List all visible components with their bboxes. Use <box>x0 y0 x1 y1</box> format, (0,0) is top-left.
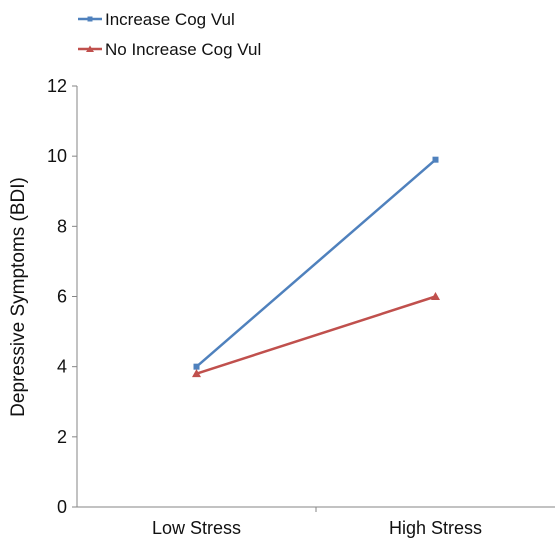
x-tick-label: High Stress <box>389 518 482 538</box>
y-tick-label: 10 <box>47 146 67 166</box>
y-tick-label: 0 <box>57 497 67 517</box>
series-layer <box>192 156 440 378</box>
data-point-increase-cog-vul <box>432 156 439 163</box>
y-tick-label: 8 <box>57 216 67 236</box>
y-tick-label: 6 <box>57 287 67 307</box>
axes: 0 2 4 6 8 10 12 Low Stress High Stress <box>47 76 555 538</box>
legend-label-no-increase-cog-vul: No Increase Cog Vul <box>105 40 261 59</box>
legend-item-increase-cog-vul: Increase Cog Vul <box>78 10 235 29</box>
y-tick-label: 12 <box>47 76 67 96</box>
legend: Increase Cog Vul No Increase Cog Vul <box>78 10 261 59</box>
legend-marker-increase-cog-vul <box>87 16 93 22</box>
series-line-no-increase-cog-vul <box>196 295 436 375</box>
legend-label-increase-cog-vul: Increase Cog Vul <box>105 10 235 29</box>
legend-marker-no-increase-cog-vul <box>86 45 94 52</box>
legend-item-no-increase-cog-vul: No Increase Cog Vul <box>78 40 261 59</box>
y-axis-title: Depressive Symptoms (BDI) <box>8 177 29 417</box>
y-tick-label: 2 <box>57 427 67 447</box>
y-tick-label: 4 <box>57 357 67 377</box>
data-point-no-increase-cog-vul <box>192 369 201 378</box>
x-tick-label: Low Stress <box>152 518 241 538</box>
data-point-increase-cog-vul <box>193 363 200 370</box>
data-point-no-increase-cog-vul <box>431 292 440 300</box>
series-line-increase-cog-vul <box>195 158 437 368</box>
